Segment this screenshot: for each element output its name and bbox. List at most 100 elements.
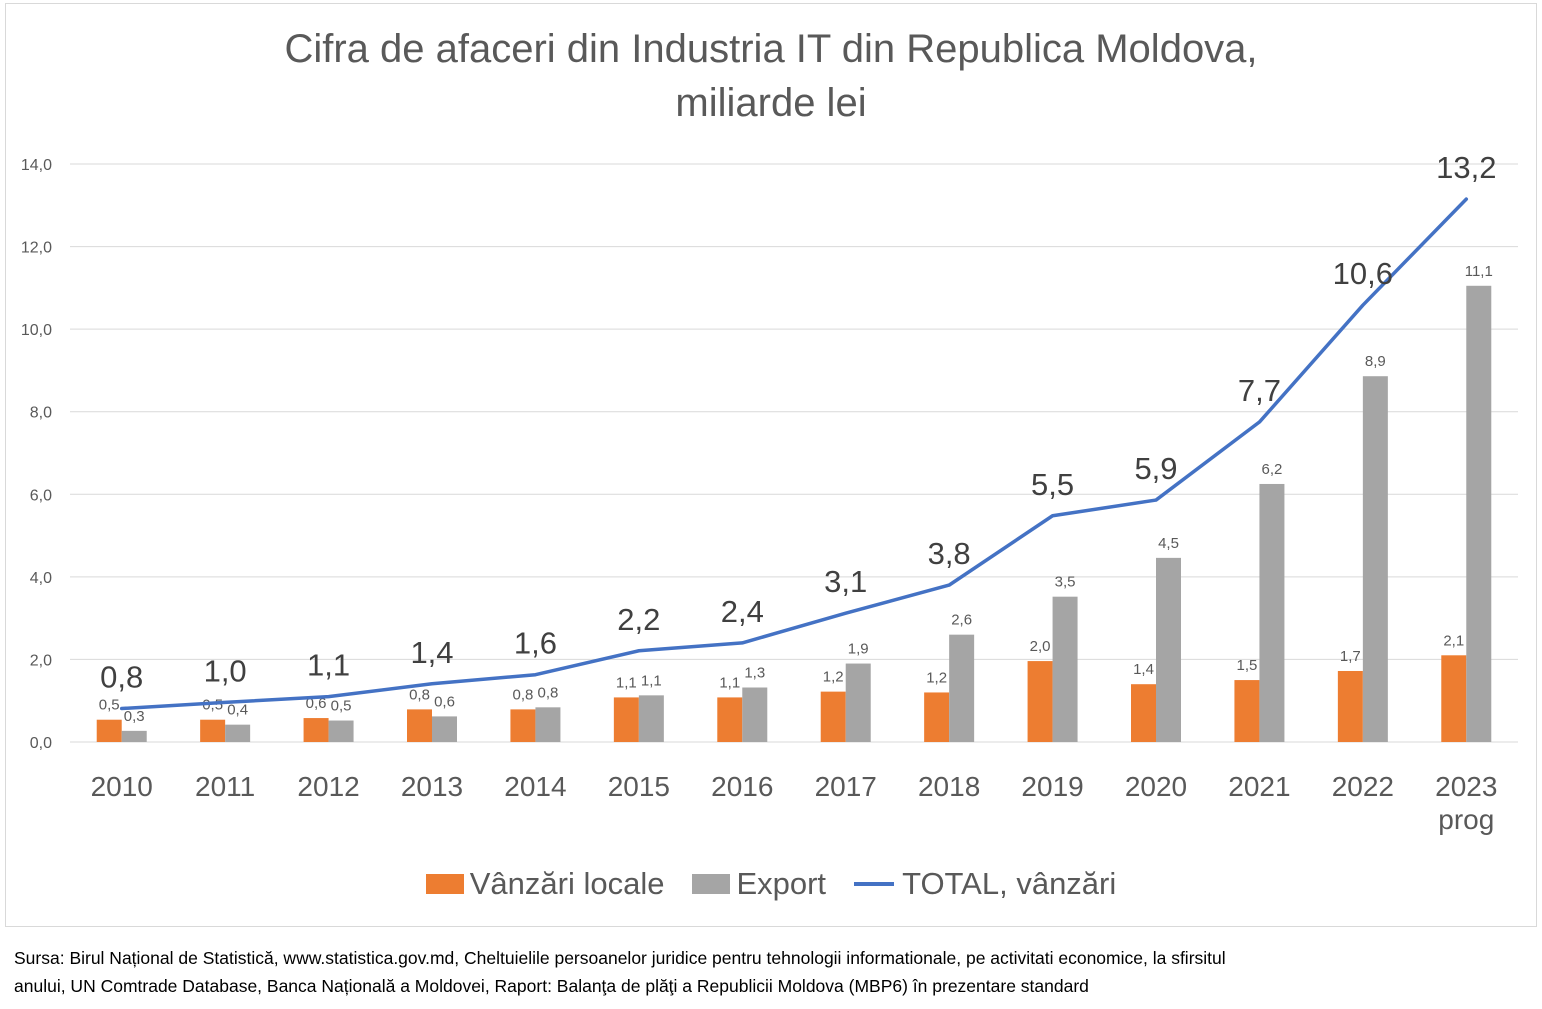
x-tick-label: 2022 xyxy=(1332,771,1394,802)
data-label-total-sales: 10,6 xyxy=(1333,256,1393,291)
data-label-total-sales: 1,4 xyxy=(410,635,453,670)
x-tick-label: 2011 xyxy=(195,771,255,802)
bar-local-sales xyxy=(96,719,122,742)
data-label-export: 1,9 xyxy=(848,641,869,658)
bar-export xyxy=(1156,557,1181,742)
chart-title-line-2: miliarde lei xyxy=(675,81,867,125)
bar-export xyxy=(1362,376,1388,742)
bar-export xyxy=(949,634,975,742)
bar-export xyxy=(535,707,561,742)
source-note: Sursa: Birul Național de Statistică, www… xyxy=(14,944,1524,1000)
data-label-local-sales: 1,2 xyxy=(926,669,947,686)
y-tick-label: 12,0 xyxy=(21,240,52,257)
data-label-local-sales: 1,2 xyxy=(823,669,844,686)
bar-export xyxy=(1466,285,1492,742)
legend-label-local-sales: Vânzări locale xyxy=(469,866,665,901)
data-label-local-sales: 0,8 xyxy=(512,686,533,703)
x-tick-label: 2020 xyxy=(1125,771,1187,802)
bar-local-sales xyxy=(200,719,226,742)
x-tick-label: 2016 xyxy=(711,771,773,802)
data-label-local-sales: 0,8 xyxy=(409,686,430,703)
bar-local-sales xyxy=(303,718,329,742)
legend-swatch-local-sales xyxy=(425,874,464,894)
legend-item-export: Export xyxy=(692,866,826,902)
data-label-export: 0,6 xyxy=(434,693,455,710)
data-label-local-sales: 2,0 xyxy=(1030,638,1051,655)
data-label-total-sales: 3,8 xyxy=(928,536,971,571)
bar-export xyxy=(121,730,147,742)
y-tick-label: 4,0 xyxy=(30,570,52,587)
bar-export xyxy=(328,720,354,742)
bar-export xyxy=(1052,596,1078,742)
y-tick-label: 8,0 xyxy=(30,405,52,422)
data-label-export: 2,6 xyxy=(951,612,972,629)
bar-local-sales xyxy=(1131,684,1156,742)
legend-label-export: Export xyxy=(736,866,827,901)
bar-local-sales xyxy=(407,709,432,742)
data-label-export: 6,2 xyxy=(1261,461,1282,478)
source-note-line-1: Sursa: Birul Național de Statistică, www… xyxy=(14,948,1226,968)
data-label-export: 0,5 xyxy=(331,698,352,715)
data-label-local-sales: 1,5 xyxy=(1236,657,1257,674)
line-total-sales xyxy=(119,197,1469,711)
data-label-local-sales: 0,5 xyxy=(202,697,223,714)
bar-export xyxy=(845,663,871,742)
chart-frame xyxy=(5,3,1537,927)
x-tick-label: 2021 xyxy=(1228,771,1290,802)
x-tick-label: 2019 xyxy=(1021,771,1083,802)
data-label-export: 4,5 xyxy=(1158,535,1179,552)
bar-local-sales xyxy=(613,697,639,742)
data-label-total-sales: 2,2 xyxy=(617,602,660,637)
x-tick-label: 2013 xyxy=(401,771,463,802)
bar-local-sales xyxy=(717,697,743,742)
legend-swatch-total-sales xyxy=(854,882,895,886)
data-label-export: 1,3 xyxy=(744,665,765,682)
bar-local-sales xyxy=(1234,680,1260,742)
data-label-local-sales: 1,1 xyxy=(616,674,637,691)
data-label-export: 0,8 xyxy=(537,684,558,701)
y-tick-label: 0,0 xyxy=(30,735,52,752)
x-tick-label: 2015 xyxy=(608,771,670,802)
data-label-total-sales: 13,2 xyxy=(1436,150,1496,185)
data-label-local-sales: 1,1 xyxy=(719,674,740,691)
bar-local-sales xyxy=(1027,661,1053,742)
data-label-total-sales: 2,4 xyxy=(721,594,764,629)
x-tick-label: 2012 xyxy=(297,771,359,802)
bar-local-sales xyxy=(1441,655,1467,742)
bar-local-sales xyxy=(924,692,950,742)
legend-label-total-sales: TOTAL, vânzări xyxy=(902,866,1117,901)
bar-export xyxy=(225,724,251,742)
x-tick-label: 2014 xyxy=(504,771,566,802)
data-label-export: 0,3 xyxy=(124,708,145,725)
chart-legend: Vânzări locale Export TOTAL, vânzări xyxy=(0,866,1542,902)
data-label-export: 1,1 xyxy=(641,672,662,689)
bar-export xyxy=(432,716,457,742)
legend-swatch-export xyxy=(692,874,731,894)
data-label-local-sales: 0,5 xyxy=(99,697,120,714)
legend-item-total-sales: TOTAL, vânzări xyxy=(854,866,1116,902)
x-tick-label: 2023 xyxy=(1435,771,1497,802)
bar-local-sales xyxy=(1337,670,1363,742)
y-tick-label: 6,0 xyxy=(30,487,52,504)
data-label-local-sales: 2,1 xyxy=(1443,632,1464,649)
x-tick-label: 2017 xyxy=(815,771,877,802)
data-label-local-sales: 1,7 xyxy=(1340,648,1361,665)
bar-local-sales xyxy=(820,691,846,742)
x-tick-label: 2018 xyxy=(918,771,980,802)
data-label-local-sales: 1,4 xyxy=(1133,661,1154,678)
data-label-total-sales: 0,8 xyxy=(100,660,143,695)
chart-title: Cifra de afaceri din Industria IT din Re… xyxy=(0,22,1542,130)
data-label-total-sales: 1,1 xyxy=(307,648,350,683)
chart-title-line-1: Cifra de afaceri din Industria IT din Re… xyxy=(284,27,1258,71)
y-tick-label: 14,0 xyxy=(21,157,52,174)
data-label-export: 8,9 xyxy=(1365,353,1386,370)
data-label-total-sales: 1,6 xyxy=(514,626,557,661)
source-note-line-2: anului, UN Comtrade Database, Banca Nați… xyxy=(14,976,1089,996)
legend-item-local-sales: Vânzări locale xyxy=(425,866,665,902)
data-label-total-sales: 1,0 xyxy=(204,653,247,688)
data-label-total-sales: 5,5 xyxy=(1031,467,1074,502)
bar-export xyxy=(1259,483,1285,742)
bar-export xyxy=(638,695,664,742)
bar-export xyxy=(742,687,768,742)
data-label-total-sales: 5,9 xyxy=(1134,451,1177,486)
